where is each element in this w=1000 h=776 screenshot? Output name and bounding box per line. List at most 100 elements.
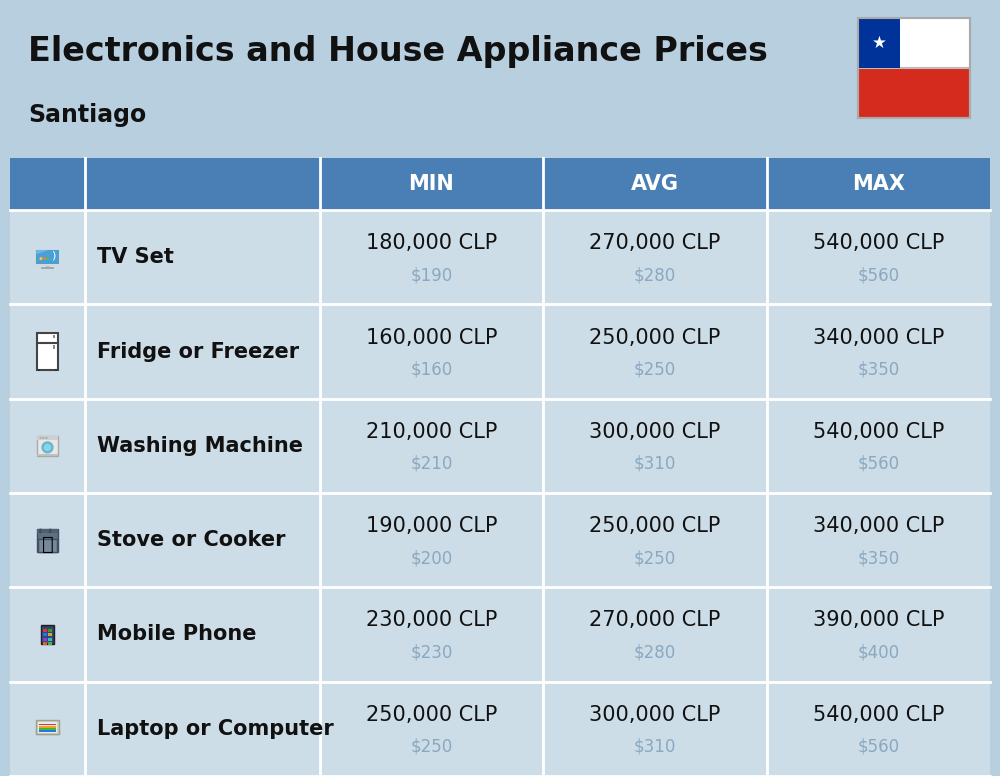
Text: $560: $560 — [857, 738, 900, 756]
Text: $350: $350 — [857, 361, 900, 379]
Bar — [767, 399, 990, 493]
Bar — [320, 587, 543, 681]
Circle shape — [49, 528, 52, 532]
Bar — [767, 210, 990, 304]
Bar — [39, 728, 56, 730]
Bar — [320, 210, 543, 304]
Text: Santiago: Santiago — [28, 103, 146, 127]
Bar — [767, 158, 990, 210]
Circle shape — [39, 257, 42, 260]
Bar — [36, 250, 59, 265]
Text: $250: $250 — [410, 738, 453, 756]
Text: $560: $560 — [857, 266, 900, 284]
Text: Washing Machine: Washing Machine — [97, 436, 303, 456]
Bar — [37, 454, 58, 456]
Circle shape — [43, 257, 46, 260]
Text: 270,000 CLP: 270,000 CLP — [589, 233, 721, 253]
Circle shape — [41, 442, 54, 454]
Text: $560: $560 — [857, 455, 900, 473]
Text: 300,000 CLP: 300,000 CLP — [589, 422, 721, 442]
Text: AVG: AVG — [631, 174, 679, 194]
Bar — [10, 210, 85, 304]
Bar — [38, 369, 40, 371]
Text: $190: $190 — [410, 266, 453, 284]
Text: 180,000 CLP: 180,000 CLP — [366, 233, 497, 253]
Text: $250: $250 — [634, 361, 676, 379]
Bar — [767, 493, 990, 587]
Text: ★: ★ — [872, 34, 886, 52]
Text: $210: $210 — [410, 455, 453, 473]
Circle shape — [42, 437, 45, 439]
Text: $280: $280 — [634, 643, 676, 661]
Bar — [48, 629, 52, 632]
Bar — [85, 587, 320, 681]
Bar — [48, 642, 52, 645]
Bar — [543, 587, 767, 681]
Text: 250,000 CLP: 250,000 CLP — [589, 516, 721, 536]
Text: 160,000 CLP: 160,000 CLP — [366, 327, 497, 348]
Text: TV Set: TV Set — [97, 248, 174, 267]
Bar — [40, 456, 43, 457]
Bar — [320, 681, 543, 776]
Text: 540,000 CLP: 540,000 CLP — [813, 705, 944, 725]
Bar — [39, 726, 56, 728]
Text: MAX: MAX — [852, 174, 905, 194]
Text: $160: $160 — [410, 361, 453, 379]
Bar — [85, 399, 320, 493]
Bar — [37, 528, 58, 532]
Bar — [48, 638, 52, 641]
Bar — [320, 399, 543, 493]
Circle shape — [39, 528, 42, 532]
Bar — [38, 722, 57, 733]
Text: $350: $350 — [857, 549, 900, 567]
Circle shape — [45, 437, 48, 439]
Bar — [36, 730, 59, 734]
Circle shape — [39, 531, 42, 533]
Bar — [85, 304, 320, 399]
Bar — [39, 723, 56, 726]
Text: 250,000 CLP: 250,000 CLP — [589, 327, 721, 348]
Circle shape — [46, 641, 49, 643]
Bar — [41, 267, 54, 268]
Bar — [41, 625, 54, 644]
Bar — [543, 210, 767, 304]
Bar — [10, 399, 85, 493]
Bar — [10, 587, 85, 681]
Bar — [36, 720, 59, 734]
Bar — [38, 539, 57, 552]
Bar — [37, 436, 58, 456]
Bar — [85, 493, 320, 587]
Bar — [37, 528, 58, 552]
Text: 210,000 CLP: 210,000 CLP — [366, 422, 497, 442]
Circle shape — [39, 437, 42, 439]
Bar — [52, 456, 55, 457]
Text: $250: $250 — [634, 549, 676, 567]
Bar — [0, 0, 1000, 158]
Bar — [543, 158, 767, 210]
Bar — [55, 369, 57, 371]
Text: 270,000 CLP: 270,000 CLP — [589, 611, 721, 630]
Circle shape — [46, 257, 49, 260]
Bar — [35, 249, 60, 265]
Bar — [543, 493, 767, 587]
Bar — [43, 638, 47, 641]
Text: Electronics and House Appliance Prices: Electronics and House Appliance Prices — [28, 36, 768, 68]
Bar — [43, 629, 47, 632]
Text: Stove or Cooker: Stove or Cooker — [97, 530, 286, 550]
Bar — [543, 681, 767, 776]
Text: ): ) — [51, 251, 56, 261]
Bar — [85, 210, 320, 304]
Text: MIN: MIN — [409, 174, 454, 194]
Bar — [10, 158, 85, 210]
Text: 230,000 CLP: 230,000 CLP — [366, 611, 497, 630]
Bar — [858, 68, 970, 118]
Text: Mobile Phone: Mobile Phone — [97, 625, 256, 645]
Bar — [10, 304, 85, 399]
Bar — [43, 633, 47, 636]
Bar — [767, 304, 990, 399]
Bar — [858, 18, 970, 68]
Polygon shape — [36, 250, 49, 255]
Text: $400: $400 — [857, 643, 900, 661]
Circle shape — [49, 531, 52, 533]
Bar — [767, 587, 990, 681]
